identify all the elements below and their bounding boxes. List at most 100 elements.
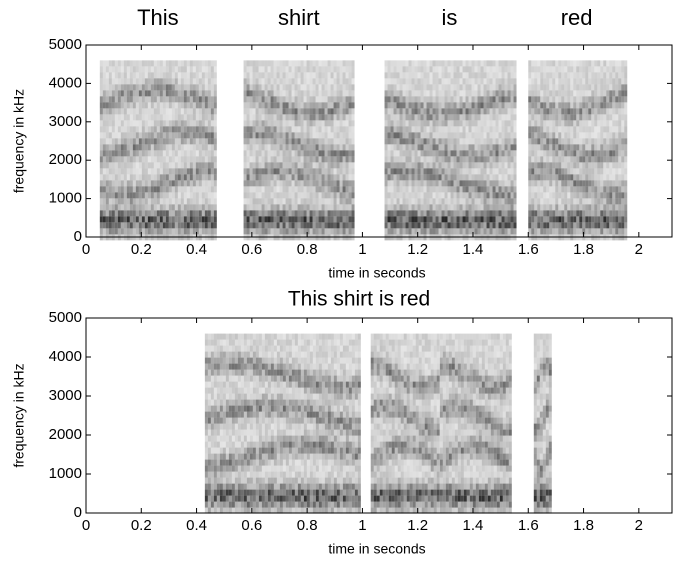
spectrogram-texture bbox=[204, 90, 208, 97]
spectrogram-texture bbox=[255, 96, 259, 103]
spectrogram-texture bbox=[600, 114, 604, 121]
spectrogram-texture bbox=[492, 198, 496, 205]
spectrogram-texture bbox=[147, 144, 151, 151]
spectrogram-texture bbox=[432, 78, 436, 85]
spectrogram-texture bbox=[285, 60, 289, 67]
spectrogram-texture bbox=[558, 126, 562, 133]
spectrogram-texture bbox=[216, 375, 220, 382]
spectrogram-texture bbox=[312, 216, 316, 223]
spectrogram-texture bbox=[504, 132, 508, 139]
spectrogram-texture bbox=[600, 210, 604, 217]
spectrogram-texture bbox=[126, 198, 130, 205]
word-label: shirt bbox=[278, 5, 320, 30]
spectrogram-texture bbox=[411, 168, 415, 175]
spectrogram-texture bbox=[138, 120, 142, 127]
spectrogram-texture bbox=[114, 78, 118, 85]
spectrogram-texture bbox=[351, 114, 355, 121]
spectrogram-texture bbox=[591, 60, 595, 67]
spectrogram-texture bbox=[390, 180, 394, 187]
spectrogram-texture bbox=[249, 156, 253, 163]
spectrogram-texture bbox=[414, 192, 418, 199]
spectrogram-texture bbox=[567, 144, 571, 151]
spectrogram-texture bbox=[273, 138, 277, 145]
spectrogram-texture bbox=[582, 90, 586, 97]
spectrogram-texture bbox=[108, 156, 112, 163]
spectrogram-texture bbox=[150, 150, 154, 157]
spectrogram-texture bbox=[249, 198, 253, 205]
spectrogram-texture bbox=[498, 174, 502, 181]
spectrogram-texture bbox=[207, 351, 211, 358]
spectrogram-texture bbox=[99, 168, 103, 175]
spectrogram-texture bbox=[114, 180, 118, 187]
spectrogram-texture bbox=[279, 102, 283, 109]
spectrogram-texture bbox=[219, 399, 223, 406]
spectrogram-texture bbox=[225, 363, 229, 370]
spectrogram-texture bbox=[333, 108, 337, 115]
spectrogram-texture bbox=[309, 168, 313, 175]
spectrogram-texture bbox=[168, 210, 172, 217]
spectrogram-texture bbox=[507, 138, 511, 145]
spectrogram-texture bbox=[510, 144, 514, 151]
spectrogram-texture bbox=[597, 96, 601, 103]
spectrogram-texture bbox=[549, 150, 553, 157]
spectrogram-texture bbox=[108, 174, 112, 181]
spectrogram-texture bbox=[576, 60, 580, 67]
spectrogram-texture bbox=[477, 102, 481, 109]
spectrogram-texture bbox=[591, 216, 595, 223]
spectrogram-texture bbox=[486, 156, 490, 163]
spectrogram-texture bbox=[615, 180, 619, 187]
spectrogram-texture bbox=[345, 120, 349, 127]
spectrogram-texture bbox=[135, 180, 139, 187]
spectrogram-texture bbox=[582, 198, 586, 205]
spectrogram-texture bbox=[276, 216, 280, 223]
spectrogram-texture bbox=[213, 495, 217, 502]
spectrogram-texture bbox=[612, 78, 616, 85]
spectrogram-texture bbox=[621, 120, 625, 127]
spectrogram-texture bbox=[186, 180, 190, 187]
spectrogram-texture bbox=[414, 84, 418, 91]
spectrogram-texture bbox=[183, 150, 187, 157]
spectrogram-texture bbox=[192, 198, 196, 205]
spectrogram-texture bbox=[147, 132, 151, 139]
spectrogram-texture bbox=[165, 120, 169, 127]
x-tick-label: 1.8 bbox=[573, 241, 594, 258]
spectrogram-texture bbox=[189, 156, 193, 163]
spectrogram-texture bbox=[189, 192, 193, 199]
spectrogram-texture bbox=[132, 204, 136, 211]
spectrogram-texture bbox=[171, 84, 175, 91]
spectrogram-texture bbox=[501, 108, 505, 115]
spectrogram-texture bbox=[393, 204, 397, 211]
spectrogram-texture bbox=[189, 60, 193, 67]
spectrogram-texture bbox=[228, 471, 232, 478]
spectrogram-texture bbox=[210, 435, 214, 442]
spectrogram-texture bbox=[165, 96, 169, 103]
spectrogram-texture bbox=[585, 156, 589, 163]
spectrogram-texture bbox=[99, 144, 103, 151]
spectrogram-texture bbox=[492, 90, 496, 97]
spectrogram-texture bbox=[549, 228, 553, 235]
spectrogram-texture bbox=[261, 78, 265, 85]
spectrogram-texture bbox=[567, 210, 571, 217]
spectrogram-texture bbox=[255, 144, 259, 151]
spectrogram-texture bbox=[225, 405, 229, 412]
spectrogram-texture bbox=[411, 96, 415, 103]
spectrogram-texture bbox=[225, 381, 229, 388]
spectrogram-texture bbox=[621, 162, 625, 169]
spectrogram-texture bbox=[468, 162, 472, 169]
spectrogram-texture bbox=[168, 156, 172, 163]
spectrogram-texture bbox=[528, 228, 532, 235]
spectrogram-texture bbox=[531, 150, 535, 157]
spectrogram-texture bbox=[612, 228, 616, 235]
spectrogram-texture bbox=[486, 96, 490, 103]
spectrogram-texture bbox=[249, 168, 253, 175]
spectrogram-texture bbox=[462, 228, 466, 235]
spectrogram-texture bbox=[555, 126, 559, 133]
spectrogram-texture bbox=[246, 180, 250, 187]
spectrogram-texture bbox=[258, 72, 262, 79]
spectrogram-texture bbox=[117, 186, 121, 193]
spectrogram-texture bbox=[201, 198, 205, 205]
spectrogram-texture bbox=[540, 192, 544, 199]
spectrogram-texture bbox=[588, 180, 592, 187]
spectrogram-texture bbox=[228, 339, 232, 346]
spectrogram-texture bbox=[261, 204, 265, 211]
